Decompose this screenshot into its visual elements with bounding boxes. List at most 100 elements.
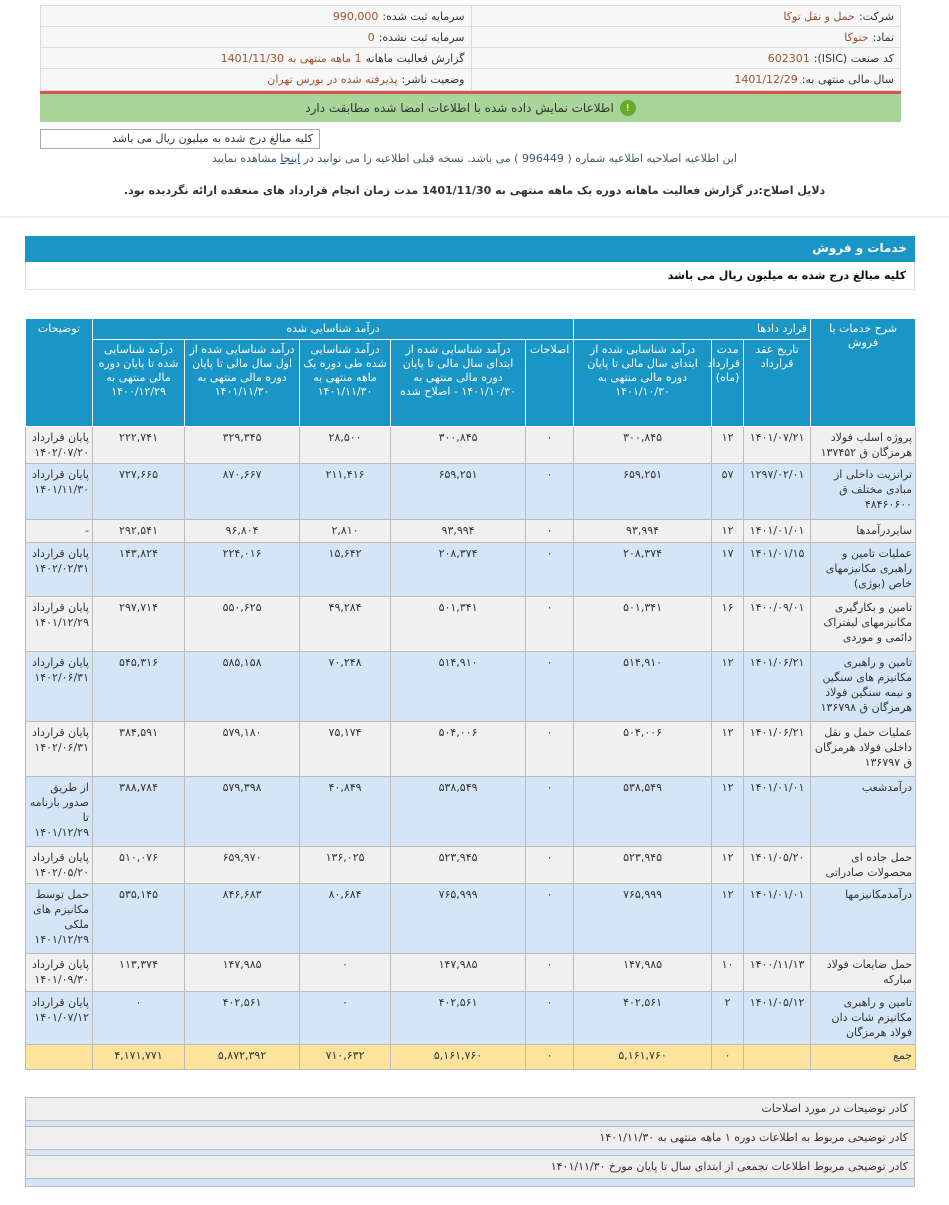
- cell-revenue-month: ۱۳۶,۰۲۵: [299, 846, 392, 884]
- description-box-title: کادر توضیحی مربوط اطلاعات تجمعی از ابتدا…: [26, 1156, 914, 1178]
- cell-contract-date: [743, 1044, 812, 1070]
- cell-revenue-prev: ۳۰۰,۸۴۵: [573, 426, 713, 464]
- cell-notes: پایان قرارداد ۱۴۰۲/۰۲/۳۱: [25, 542, 93, 597]
- cell-duration: ۱۰: [711, 953, 745, 992]
- cell-notes: پایان قرارداد ۱۴۰۱/۱۱/۳۰: [25, 463, 93, 520]
- cell-duration: ۱۲: [711, 721, 745, 777]
- description-box: کادر توضیحات در مورد اصلاحات: [25, 1097, 915, 1129]
- cell-revenue-month: ۱۵,۶۴۲: [299, 542, 392, 597]
- cell-revenue-prev: ۵۱۴,۹۱۰: [573, 651, 713, 722]
- cell-description: ترانزیت داخلی از مبادی مختلف ق ۴۸۴۶۰۶۰۰: [810, 463, 917, 520]
- cell-notes: از طریق صدور بارنامه تا ۱۴۰۱/۱۲/۲۹: [25, 776, 93, 847]
- cell-revenue-prior-year: ۰: [91, 991, 186, 1045]
- info-icon: !: [619, 100, 636, 116]
- previous-version-link[interactable]: اینجا: [280, 152, 301, 165]
- column-header: اصلاحات: [525, 339, 575, 427]
- cell-revenue-prior-year: ۵۴۵,۳۱۶: [91, 651, 186, 722]
- cell-duration: ۱۲: [711, 776, 745, 847]
- description-box-content: [26, 1178, 914, 1186]
- cell-notes: پایان قرارداد ۱۴۰۱/۰۷/۱۲: [25, 991, 93, 1045]
- cell-revenue-prev: ۹۳,۹۹۴: [573, 519, 713, 543]
- cell-contract-date: ۱۴۰۱/۰۱/۰۱: [743, 883, 812, 954]
- cell-revenue-ytd: ۹۶,۸۰۴: [184, 519, 301, 543]
- cell-description: تامین و بکارگیری مکانیزمهای لیفتراک دائم…: [810, 596, 917, 652]
- cell-notes: پایان قرارداد ۱۴۰۲/۰۶/۳۱: [25, 651, 93, 722]
- cell-revenue-ytd: ۱۴۷,۹۸۵: [184, 953, 301, 992]
- cell-revenue-month: ۴۰,۸۴۹: [299, 776, 392, 847]
- column-header: درآمد شناسایی شده از ابتدای سال مالی تا …: [390, 339, 527, 427]
- table-row: تامین و بکارگیری مکانیزمهای لیفتراک دائم…: [25, 596, 917, 652]
- cell-contract-date: ۱۴۰۱/۰۱/۰۱: [743, 776, 812, 847]
- symbol-label: نماد:: [872, 30, 894, 44]
- symbol-value: حتوکا: [844, 30, 869, 44]
- cell-revenue-ytd: ۵۷۹,۳۹۸: [184, 776, 301, 847]
- company-name: حمل و نقل توکا: [783, 9, 855, 23]
- cell-revenue-prior-year: ۱۱۳,۳۷۴: [91, 953, 186, 992]
- cell-revenue-prior-year: ۲۹۷,۷۱۴: [91, 596, 186, 652]
- column-header: درآمد شناسایی شده از اول سال مالی تا پای…: [184, 339, 301, 427]
- verification-text: اطلاعات نمایش داده شده با اطلاعات امضا ش…: [305, 101, 614, 115]
- cell-revenue-prior-year: ۱۴۳,۸۲۴: [91, 542, 186, 597]
- cell-corrections: ۰: [525, 883, 575, 954]
- cell-description: درآمدمکانیزمها: [810, 883, 917, 954]
- column-header: درآمد شناسایی شده طی دوره یک ماهه منتهی …: [299, 339, 392, 427]
- cell-revenue-corrected: ۱۴۷,۹۸۵: [390, 953, 527, 992]
- cell-revenue-prior-year: ۲۲۲,۷۴۱: [91, 426, 186, 464]
- cell-notes: -: [25, 519, 93, 543]
- cell-revenue-corrected: ۵,۱۶۱,۷۶۰: [390, 1044, 527, 1070]
- column-header: درآمد شناسایی شده تا پایان دوره مالی منت…: [91, 339, 186, 427]
- cell-duration: ۱۷: [711, 542, 745, 597]
- verification-banner: ! اطلاعات نمایش داده شده با اطلاعات امضا…: [40, 94, 901, 122]
- cell-revenue-month: ۷۱۰,۶۳۲: [299, 1044, 392, 1070]
- cell-duration: ۱۲: [711, 519, 745, 543]
- cell-revenue-month: ۲۱۱,۴۱۶: [299, 463, 392, 520]
- status-label: وضعیت ناشر:: [401, 73, 465, 86]
- services-sales-table: شرح خدمات یا فروش قرارد دادها درآمد شناس…: [25, 318, 917, 1070]
- cell-revenue-ytd: ۸۷۰,۶۶۷: [184, 463, 301, 520]
- table-row: عملیات تامین و راهبری مکانیزمهای خاص (بو…: [25, 542, 917, 597]
- correction-notice-after: مشاهده نمایید: [211, 152, 277, 165]
- section-unit-note: کلیه مبالغ درج شده به میلیون ریال می باش…: [25, 262, 915, 290]
- fiscal-label: سال مالی منتهی به:: [801, 73, 894, 86]
- cell-corrections: ۰: [525, 991, 575, 1045]
- table-row: ترانزیت داخلی از مبادی مختلف ق ۴۸۴۶۰۶۰۰ ۱…: [25, 463, 917, 520]
- cell-corrections: ۰: [525, 953, 575, 992]
- status-value: پذیرفته شده در بورس تهران: [267, 73, 398, 86]
- cell-contract-date: ۱۴۰۱/۰۱/۰۱: [743, 519, 812, 543]
- cell-revenue-prev: ۵,۱۶۱,۷۶۰: [573, 1044, 713, 1070]
- cell-revenue-prior-year: ۷۲۷,۶۶۵: [91, 463, 186, 520]
- table-row: پروژه اسلب فولاد هرمزگان ق ۱۳۷۴۵۲ ۱۴۰۱/۰۷…: [25, 426, 917, 464]
- cell-revenue-corrected: ۵۱۴,۹۱۰: [390, 651, 527, 722]
- isic-value: 602301: [767, 51, 810, 65]
- description-box-content: [26, 1120, 914, 1128]
- cell-description: عملیات حمل و نقل داخلی فولاد هرمزگان ق ۱…: [810, 721, 917, 777]
- cell-corrections: ۰: [525, 519, 575, 543]
- cell-revenue-month: ۰: [299, 953, 392, 992]
- cell-description: پروژه اسلب فولاد هرمزگان ق ۱۳۷۴۵۲: [810, 426, 917, 464]
- cell-revenue-prev: ۵۰۴,۰۰۶: [573, 721, 713, 777]
- cell-revenue-corrected: ۳۰۰,۸۴۵: [390, 426, 527, 464]
- cell-contract-date: ۱۴۰۰/۰۹/۰۱: [743, 596, 812, 652]
- description-box: کادر توضیحی مربوط اطلاعات تجمعی از ابتدا…: [25, 1155, 915, 1187]
- cell-revenue-prior-year: ۴,۱۷۱,۷۷۱: [91, 1044, 186, 1070]
- cell-duration: ۱۲: [711, 883, 745, 954]
- unreg-capital-label: سرمایه ثبت نشده:: [378, 30, 465, 44]
- cell-notes: پایان قرارداد ۱۴۰۲/۰۶/۳۱: [25, 721, 93, 777]
- cell-notes: پایان قرارداد ۱۴۰۲/۰۷/۲۰: [25, 426, 93, 464]
- description-box-title: کادر توضیحی مربوط به اطلاعات دوره ۱ ماهه…: [26, 1127, 914, 1149]
- cell-contract-date: ۱۴۰۱/۰۶/۲۱: [743, 721, 812, 777]
- cell-revenue-ytd: ۶۵۹,۹۷۰: [184, 846, 301, 884]
- cell-revenue-month: ۰: [299, 991, 392, 1045]
- cell-revenue-month: ۲۸,۵۰۰: [299, 426, 392, 464]
- cell-revenue-prev: ۶۵۹,۲۵۱: [573, 463, 713, 520]
- cell-revenue-month: ۴۹,۲۸۴: [299, 596, 392, 652]
- divider: [40, 91, 901, 94]
- company-label: شرکت:: [858, 9, 894, 23]
- cell-revenue-corrected: ۲۰۸,۳۷۴: [390, 542, 527, 597]
- report-value: 1 ماهه منتهی به 1401/11/30: [220, 51, 362, 65]
- cell-description: جمع: [810, 1044, 917, 1070]
- cell-revenue-prev: ۱۴۷,۹۸۵: [573, 953, 713, 992]
- cell-duration: ۱۲: [711, 651, 745, 722]
- table-row: درآمدمکانیزمها ۱۴۰۱/۰۱/۰۱ ۱۲ ۷۶۵,۹۹۹ ۰ ۷۶۵,۹۹…: [25, 883, 917, 954]
- fiscal-value: 1401/12/29: [734, 73, 798, 86]
